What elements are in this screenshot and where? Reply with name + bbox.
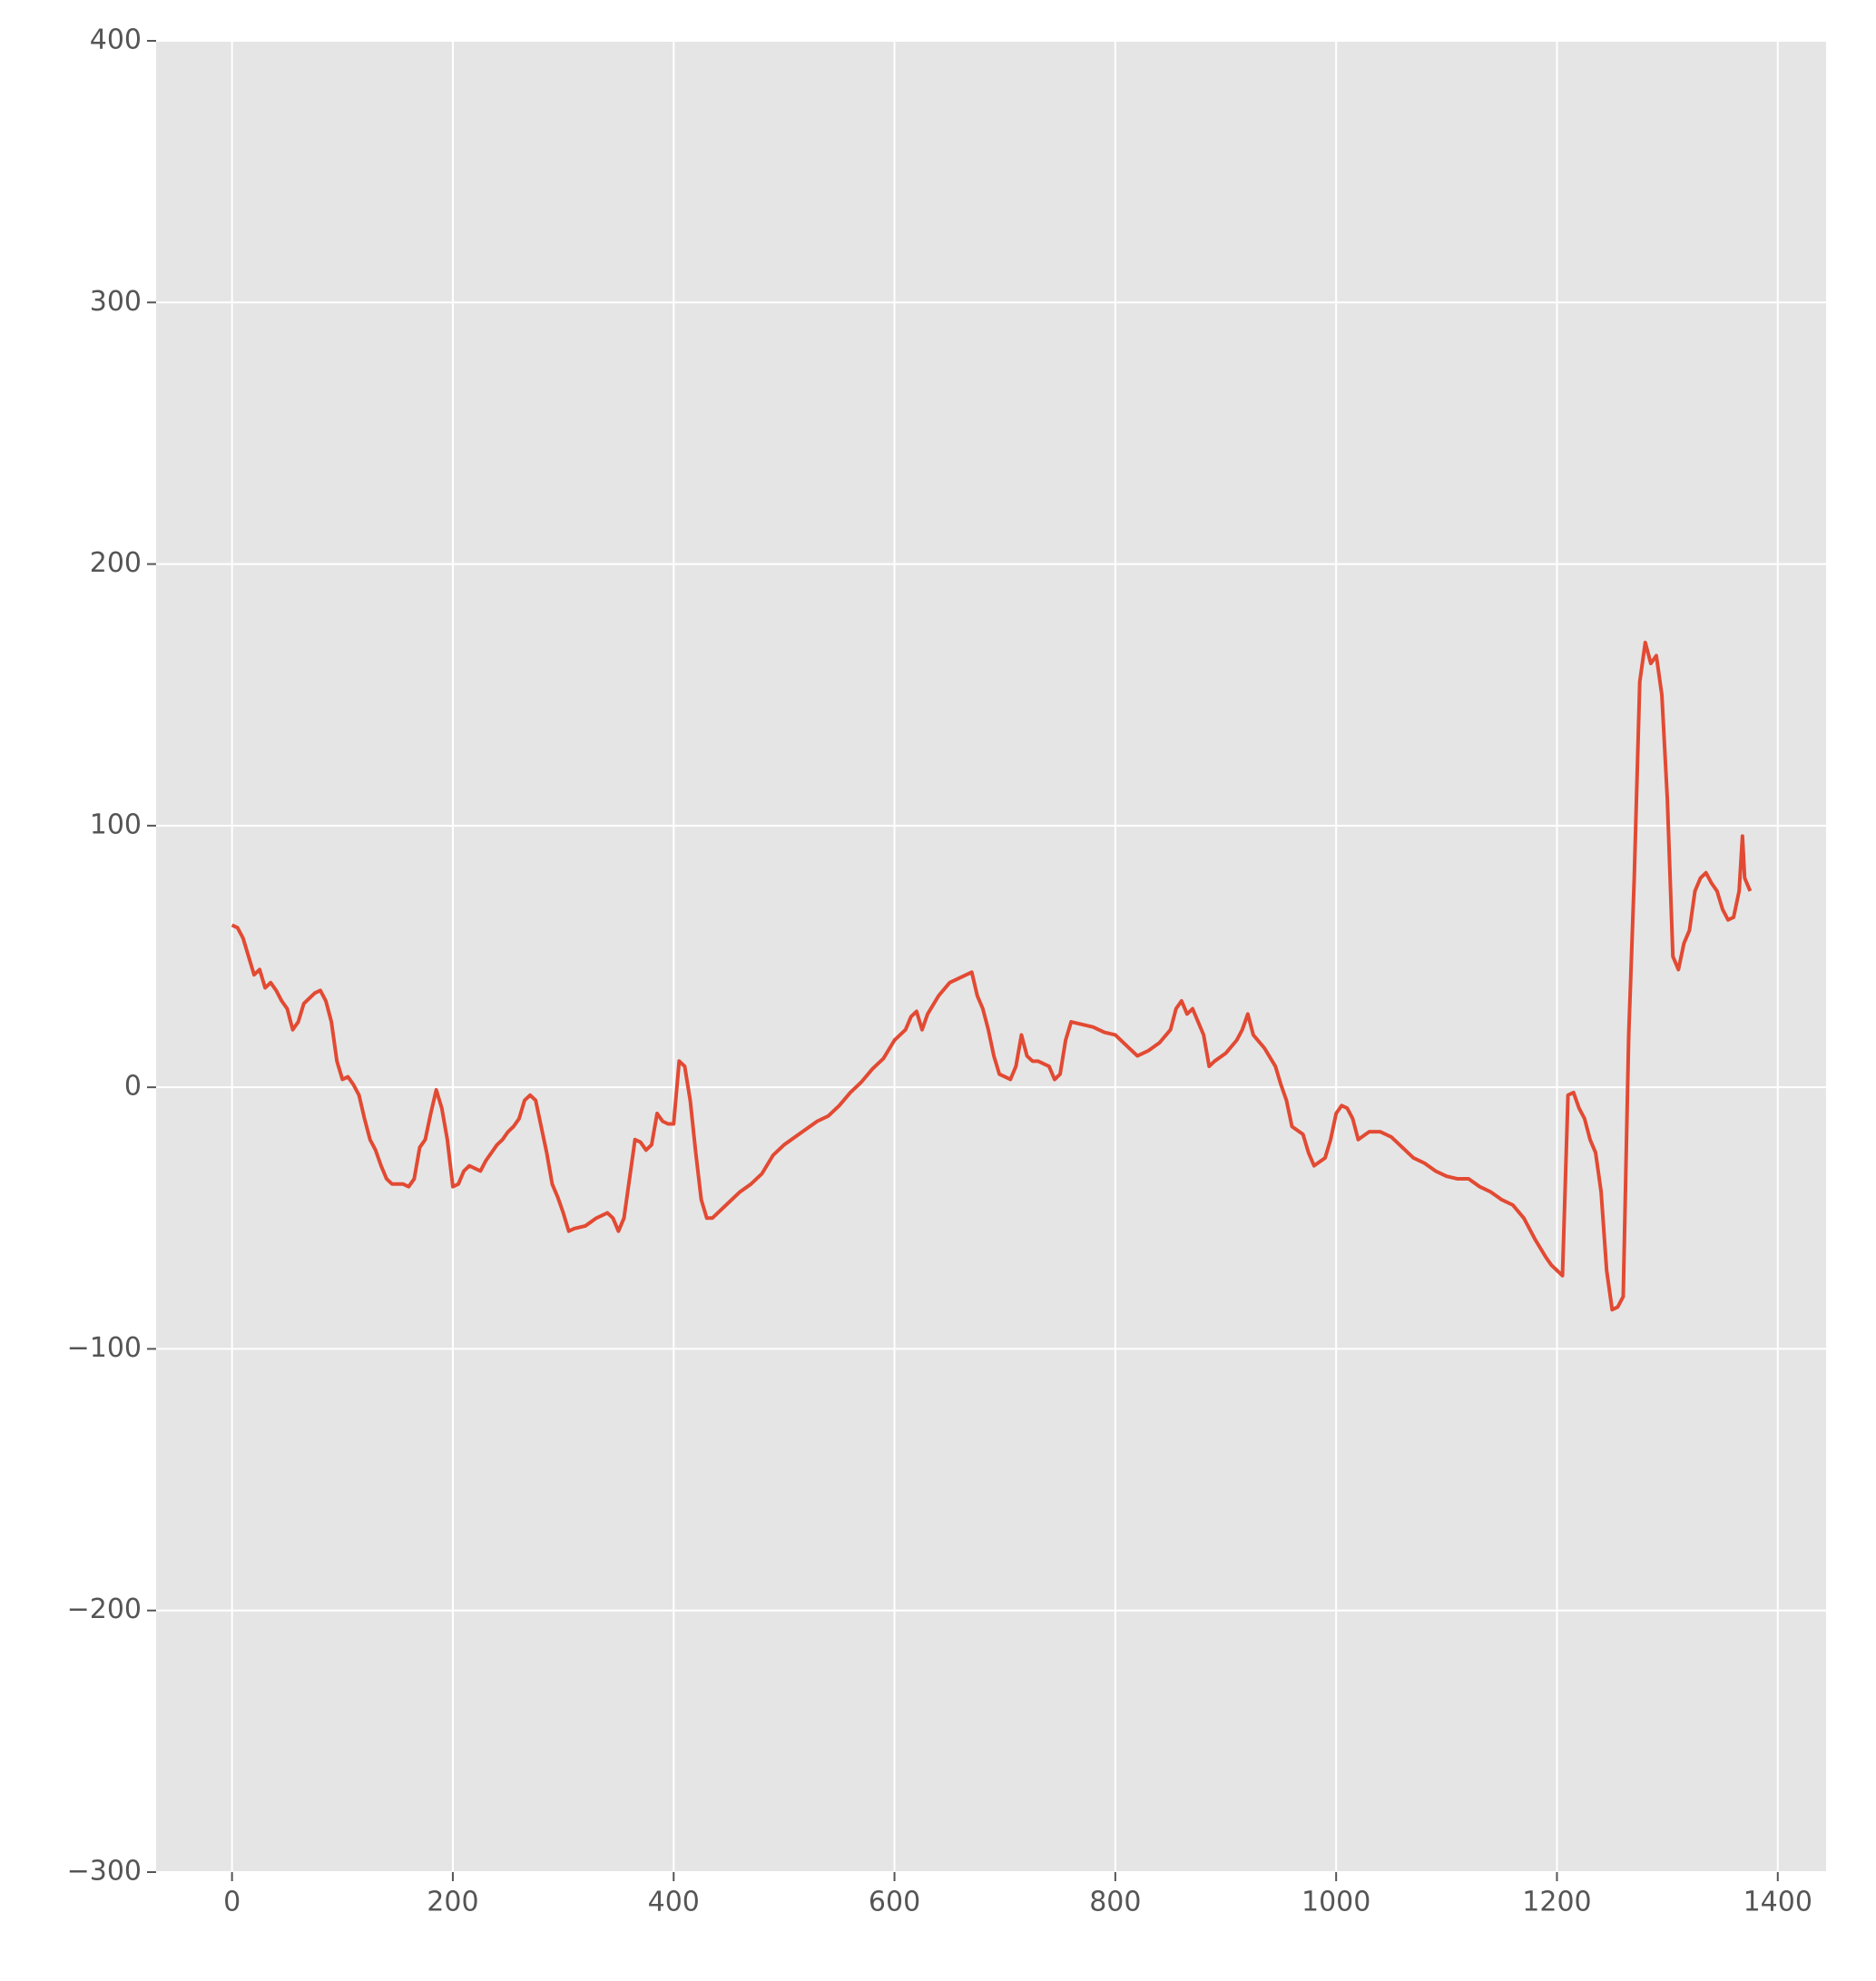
- y-tick-label: 0: [124, 1071, 142, 1103]
- y-tick-label: 400: [90, 25, 142, 56]
- x-tick-label: 400: [648, 1887, 700, 1918]
- x-tick-label: 0: [223, 1887, 241, 1918]
- y-tick-label: −200: [67, 1594, 142, 1625]
- x-tick-label: 600: [869, 1887, 920, 1918]
- y-tick-label: 300: [90, 286, 142, 318]
- x-tick-label: 1000: [1301, 1887, 1370, 1918]
- x-tick-label: 800: [1089, 1887, 1141, 1918]
- y-tick-label: −300: [67, 1856, 142, 1888]
- y-tick-label: 200: [90, 547, 142, 579]
- x-tick-label: 200: [427, 1887, 478, 1918]
- plot-area: [156, 41, 1826, 1872]
- y-tick-label: −100: [67, 1332, 142, 1364]
- x-tick-label: 1400: [1743, 1887, 1812, 1918]
- x-tick-label: 1200: [1522, 1887, 1591, 1918]
- y-tick-label: 100: [90, 809, 142, 840]
- data-line: [231, 641, 1753, 1312]
